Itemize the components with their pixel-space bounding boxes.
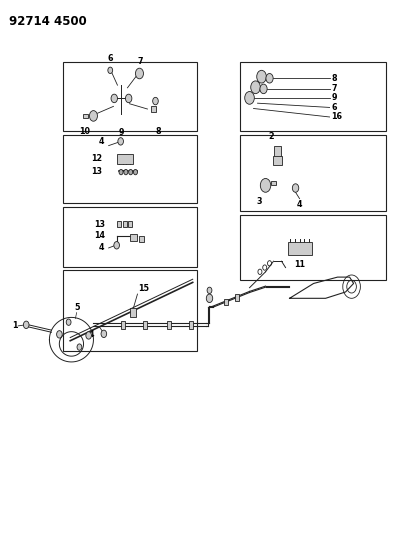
Circle shape [125, 94, 132, 103]
Circle shape [66, 319, 71, 325]
Bar [63, 270, 197, 351]
Text: 14: 14 [94, 231, 106, 240]
Circle shape [260, 84, 267, 94]
Bar [235, 295, 239, 301]
Circle shape [133, 169, 137, 175]
Circle shape [266, 74, 273, 83]
Text: 8: 8 [156, 127, 162, 136]
Text: 4: 4 [89, 330, 95, 339]
Text: 13: 13 [91, 166, 103, 175]
Bar [288, 242, 312, 255]
Bar [168, 321, 172, 328]
Text: 9: 9 [119, 128, 124, 138]
Circle shape [260, 179, 271, 192]
Bar [189, 321, 193, 328]
Text: 9: 9 [332, 93, 337, 102]
Bar [130, 234, 137, 240]
Bar [63, 135, 197, 203]
Bar [128, 221, 132, 227]
Bar [151, 107, 156, 112]
Bar [139, 236, 144, 241]
Text: 3: 3 [257, 197, 262, 206]
Text: 5: 5 [74, 303, 79, 312]
Circle shape [118, 138, 123, 145]
Circle shape [245, 92, 254, 104]
Text: 4: 4 [98, 138, 104, 147]
Text: 12: 12 [91, 155, 103, 164]
Bar [274, 146, 281, 157]
Circle shape [207, 287, 212, 294]
Circle shape [251, 81, 260, 94]
Bar [123, 221, 127, 227]
Text: 6: 6 [108, 54, 113, 63]
Bar [143, 321, 147, 328]
Bar [131, 308, 137, 317]
Circle shape [114, 241, 119, 249]
Circle shape [135, 68, 143, 79]
Bar [121, 321, 125, 328]
Circle shape [153, 98, 158, 105]
Circle shape [129, 169, 133, 175]
Text: 16: 16 [332, 112, 343, 122]
Text: 4: 4 [297, 200, 302, 209]
Text: 7: 7 [138, 56, 143, 66]
Text: 15: 15 [138, 284, 149, 293]
Bar [271, 181, 276, 185]
Circle shape [124, 169, 128, 175]
Text: 11: 11 [294, 260, 305, 269]
Circle shape [108, 67, 113, 74]
Bar [224, 299, 228, 305]
Text: 10: 10 [79, 127, 90, 136]
Text: 4: 4 [99, 244, 105, 253]
Bar [239, 62, 386, 131]
Circle shape [89, 111, 98, 121]
Bar [239, 135, 386, 211]
Circle shape [86, 332, 91, 339]
Circle shape [77, 344, 82, 350]
Text: 7: 7 [332, 84, 337, 93]
Bar [117, 154, 133, 164]
Text: 2: 2 [268, 132, 274, 141]
Bar [63, 207, 197, 266]
Bar [83, 114, 88, 118]
Circle shape [257, 70, 266, 83]
Circle shape [292, 184, 299, 192]
Bar [117, 221, 121, 227]
Circle shape [111, 94, 117, 103]
Circle shape [101, 330, 107, 337]
Bar [63, 62, 197, 131]
Circle shape [119, 169, 123, 175]
Text: 92714 4500: 92714 4500 [9, 14, 87, 28]
Circle shape [23, 321, 29, 328]
Bar [239, 215, 386, 280]
Text: 1: 1 [12, 321, 18, 330]
Bar [273, 156, 282, 165]
Circle shape [206, 294, 213, 303]
Text: 8: 8 [332, 74, 337, 83]
Text: 6: 6 [332, 103, 337, 112]
Text: 13: 13 [94, 220, 106, 229]
Circle shape [56, 330, 62, 338]
